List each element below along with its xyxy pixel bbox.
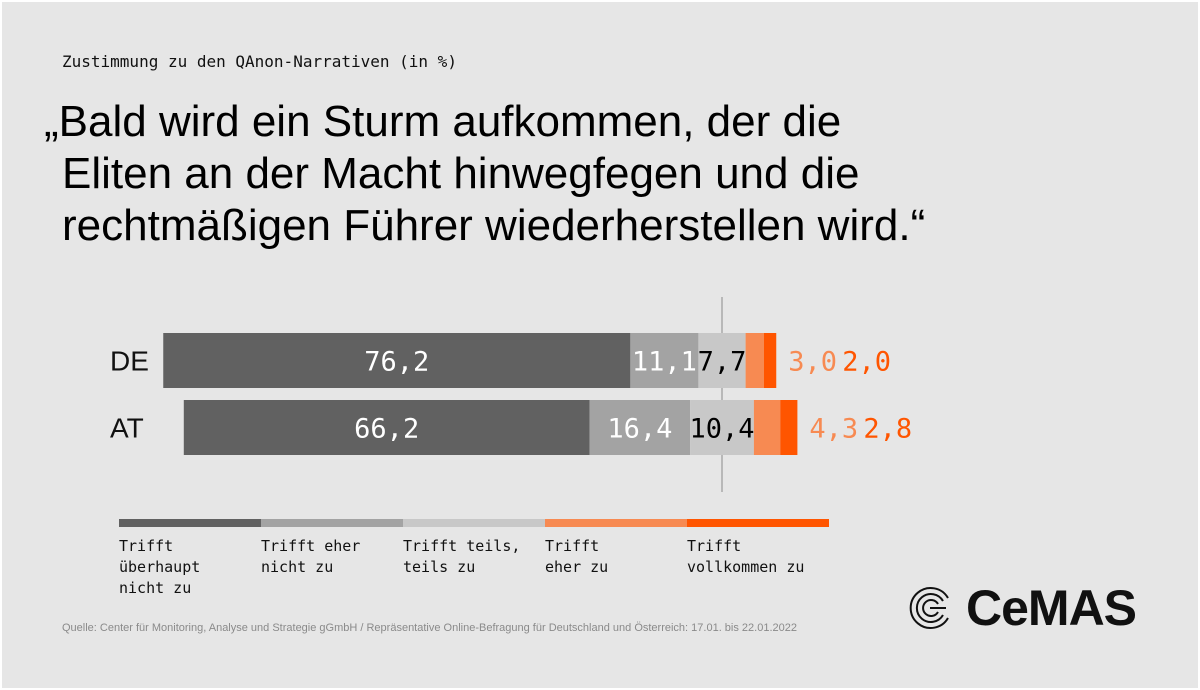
legend-label: Trifft eher [261,537,360,555]
title-line: rechtmäßigen Führer wiederherstellen wir… [62,201,926,250]
legend-swatch [545,519,687,527]
legend-label: nicht zu [119,579,191,597]
data-label: 2,8 [863,414,912,445]
chart-title: „Bald wird ein Sturm aufkommen, der die … [44,96,1044,252]
data-label: 10,4 [689,414,754,445]
category-label: DE [110,346,149,377]
legend-label: nicht zu [261,558,333,576]
data-label: 7,7 [698,347,747,378]
legend-label: Trifft [545,537,599,555]
data-label: 11,1 [632,347,697,378]
legend-swatch [119,519,261,527]
bar-segment [183,400,590,455]
legend-swatch [261,519,403,527]
legend-label: vollkommen zu [687,558,804,576]
bar-segment [690,400,754,455]
data-label: 66,2 [354,414,419,445]
cemas-logo-icon [909,587,949,629]
data-label: 3,0 [788,347,837,378]
chart-subtitle: Zustimmung zu den QAnon-Narrativen (in %… [62,52,457,71]
cemas-logo: CeMAS [908,580,1137,636]
legend-label: Trifft [687,537,741,555]
legend-label: Trifft teils, [403,537,520,555]
bar-segment [589,400,691,455]
bar-segment [745,333,764,388]
data-label: 2,0 [842,347,891,378]
bar-segment [753,400,781,455]
legend-label: Trifft [119,537,173,555]
logo-wordmark: CeMAS [966,580,1137,636]
legend-swatch [403,519,545,527]
legend-label: teils zu [403,558,475,576]
bar-segment [698,333,746,388]
bar-segment [163,333,631,388]
legend-label: überhaupt [119,558,200,576]
legend-label: eher zu [545,558,608,576]
title-line: Eliten an der Macht hinwegfegen und die [62,149,860,198]
legend-swatch [687,519,829,527]
data-label: 16,4 [607,414,672,445]
title-line: „Bald wird ein Sturm aufkommen, der die [44,97,842,146]
source-note: Quelle: Center für Monitoring, Analyse u… [62,622,797,634]
bar-segment [780,400,798,455]
data-label: 4,3 [809,414,858,445]
bar-segment [630,333,699,388]
bar-segment [763,333,777,388]
data-label: 76,2 [364,347,429,378]
category-label: AT [110,413,144,444]
